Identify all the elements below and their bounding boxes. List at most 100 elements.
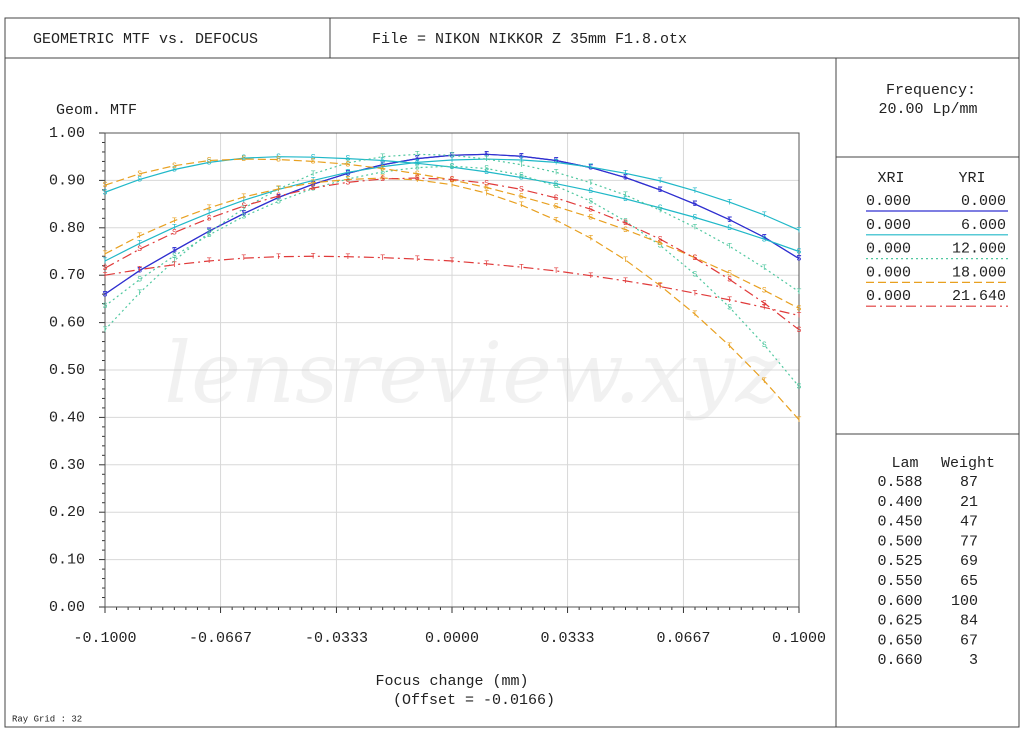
curve-marker: T — [797, 255, 802, 264]
curve-marker: S — [241, 202, 246, 211]
curve-marker: S — [415, 164, 420, 173]
wavelength: 0.600 — [877, 593, 922, 610]
curve-marker: T — [450, 151, 455, 160]
curve-marker: T — [762, 264, 767, 273]
curve-marker: T — [554, 168, 559, 177]
wavelength: 0.450 — [877, 514, 922, 531]
curve-marker: S — [519, 152, 524, 161]
frequency-label: Frequency: — [886, 82, 976, 99]
wavelength: 0.650 — [877, 632, 922, 649]
curve-marker: S — [172, 162, 177, 171]
curve-marker: T — [311, 170, 316, 179]
curve-marker: T — [797, 312, 802, 321]
curve-marker: S — [276, 192, 281, 201]
curve-marker: S — [623, 174, 628, 183]
y-tick-label: 0.70 — [49, 267, 85, 284]
curve-marker: S — [484, 184, 489, 193]
wavelength-header: Weight — [941, 455, 995, 472]
curve-marker: S — [623, 219, 628, 228]
curve-marker: S — [692, 270, 697, 279]
legend-yri: 21.640 — [952, 288, 1006, 305]
curve-marker: S — [484, 150, 489, 159]
curve-marker: T — [658, 177, 663, 186]
curve-marker: T — [103, 257, 108, 266]
curve-marker: S — [345, 178, 350, 187]
curve-marker: S — [727, 304, 732, 313]
x-tick-label: -0.0333 — [305, 630, 368, 647]
x-tick-label: 0.0000 — [425, 630, 479, 647]
weight: 47 — [960, 514, 978, 531]
curve-marker: S — [692, 200, 697, 209]
curve-marker: S — [380, 157, 385, 166]
curve-marker: S — [276, 194, 281, 203]
weight: 65 — [960, 573, 978, 590]
curve-marker: S — [658, 235, 663, 244]
y-tick-label: 0.40 — [49, 409, 85, 426]
curve-marker: S — [137, 276, 142, 285]
curve-marker: S — [415, 159, 420, 168]
curve-marker: T — [762, 211, 767, 220]
ray-grid: Ray Grid : 32 — [12, 714, 82, 724]
curve-marker: S — [797, 255, 802, 264]
curve-marker: T — [276, 186, 281, 195]
curve-marker: S — [207, 158, 212, 167]
curve-marker: T — [172, 223, 177, 232]
legend-xri: 0.000 — [866, 193, 911, 210]
curve-marker: S — [484, 179, 489, 188]
curve-marker: S — [450, 151, 455, 160]
curve-marker: T — [345, 169, 350, 178]
curve-marker: T — [554, 158, 559, 167]
curve-marker: S — [554, 157, 559, 166]
curve-marker: S — [311, 153, 316, 162]
legend-yri: 12.000 — [952, 241, 1006, 258]
curve-marker: S — [658, 204, 663, 213]
curve-marker: S — [311, 180, 316, 189]
curve-marker: T — [172, 257, 177, 266]
curve-marker: T — [623, 191, 628, 200]
curve-marker: T — [519, 161, 524, 170]
curve-marker: T — [415, 176, 420, 185]
curve-marker: S — [519, 171, 524, 180]
x-tick-label: -0.1000 — [73, 630, 136, 647]
legend-xri: 0.000 — [866, 217, 911, 234]
curve-marker: S — [762, 286, 767, 295]
curve-marker: T — [276, 185, 281, 194]
y-tick-label: 0.90 — [49, 172, 85, 189]
curve-marker: T — [623, 256, 628, 265]
curve-marker: T — [797, 416, 802, 425]
curve-marker: T — [415, 155, 420, 164]
curve-marker: T — [727, 296, 732, 305]
curve-marker: S — [450, 162, 455, 171]
curve-marker: T — [241, 193, 246, 202]
curve-marker: T — [241, 204, 246, 213]
weight: 77 — [960, 533, 978, 550]
curve-marker: S — [276, 156, 281, 165]
y-tick-label: 0.60 — [49, 315, 85, 332]
curve-marker: T — [692, 310, 697, 319]
legend-xri: 0.000 — [866, 264, 911, 281]
curve-marker: T — [658, 283, 663, 292]
curve-marker: T — [207, 257, 212, 266]
curve-marker: S — [554, 182, 559, 191]
curve-marker: T — [450, 151, 455, 160]
curve-marker: S — [797, 326, 802, 335]
curve-marker: S — [797, 383, 802, 392]
curve-marker: T — [658, 282, 663, 291]
mtf-curve — [104, 153, 800, 331]
y-tick-label: 0.00 — [49, 599, 85, 616]
wavelength: 0.400 — [877, 494, 922, 511]
curve-marker: S — [311, 185, 316, 194]
curve-marker: S — [345, 155, 350, 164]
curve-marker: T — [415, 255, 420, 264]
curve-marker: T — [345, 159, 350, 168]
legend-header: YRI — [958, 170, 985, 187]
curve-marker: S — [345, 169, 350, 178]
mtf-curve — [104, 158, 800, 262]
curve-marker: T — [692, 223, 697, 232]
curve-marker: T — [241, 254, 246, 263]
curve-marker: T — [519, 263, 524, 272]
curve-marker: S — [311, 184, 316, 193]
wavelength: 0.550 — [877, 573, 922, 590]
offset: (Offset = -0.0166) — [393, 692, 555, 709]
curve-marker: S — [797, 304, 802, 313]
